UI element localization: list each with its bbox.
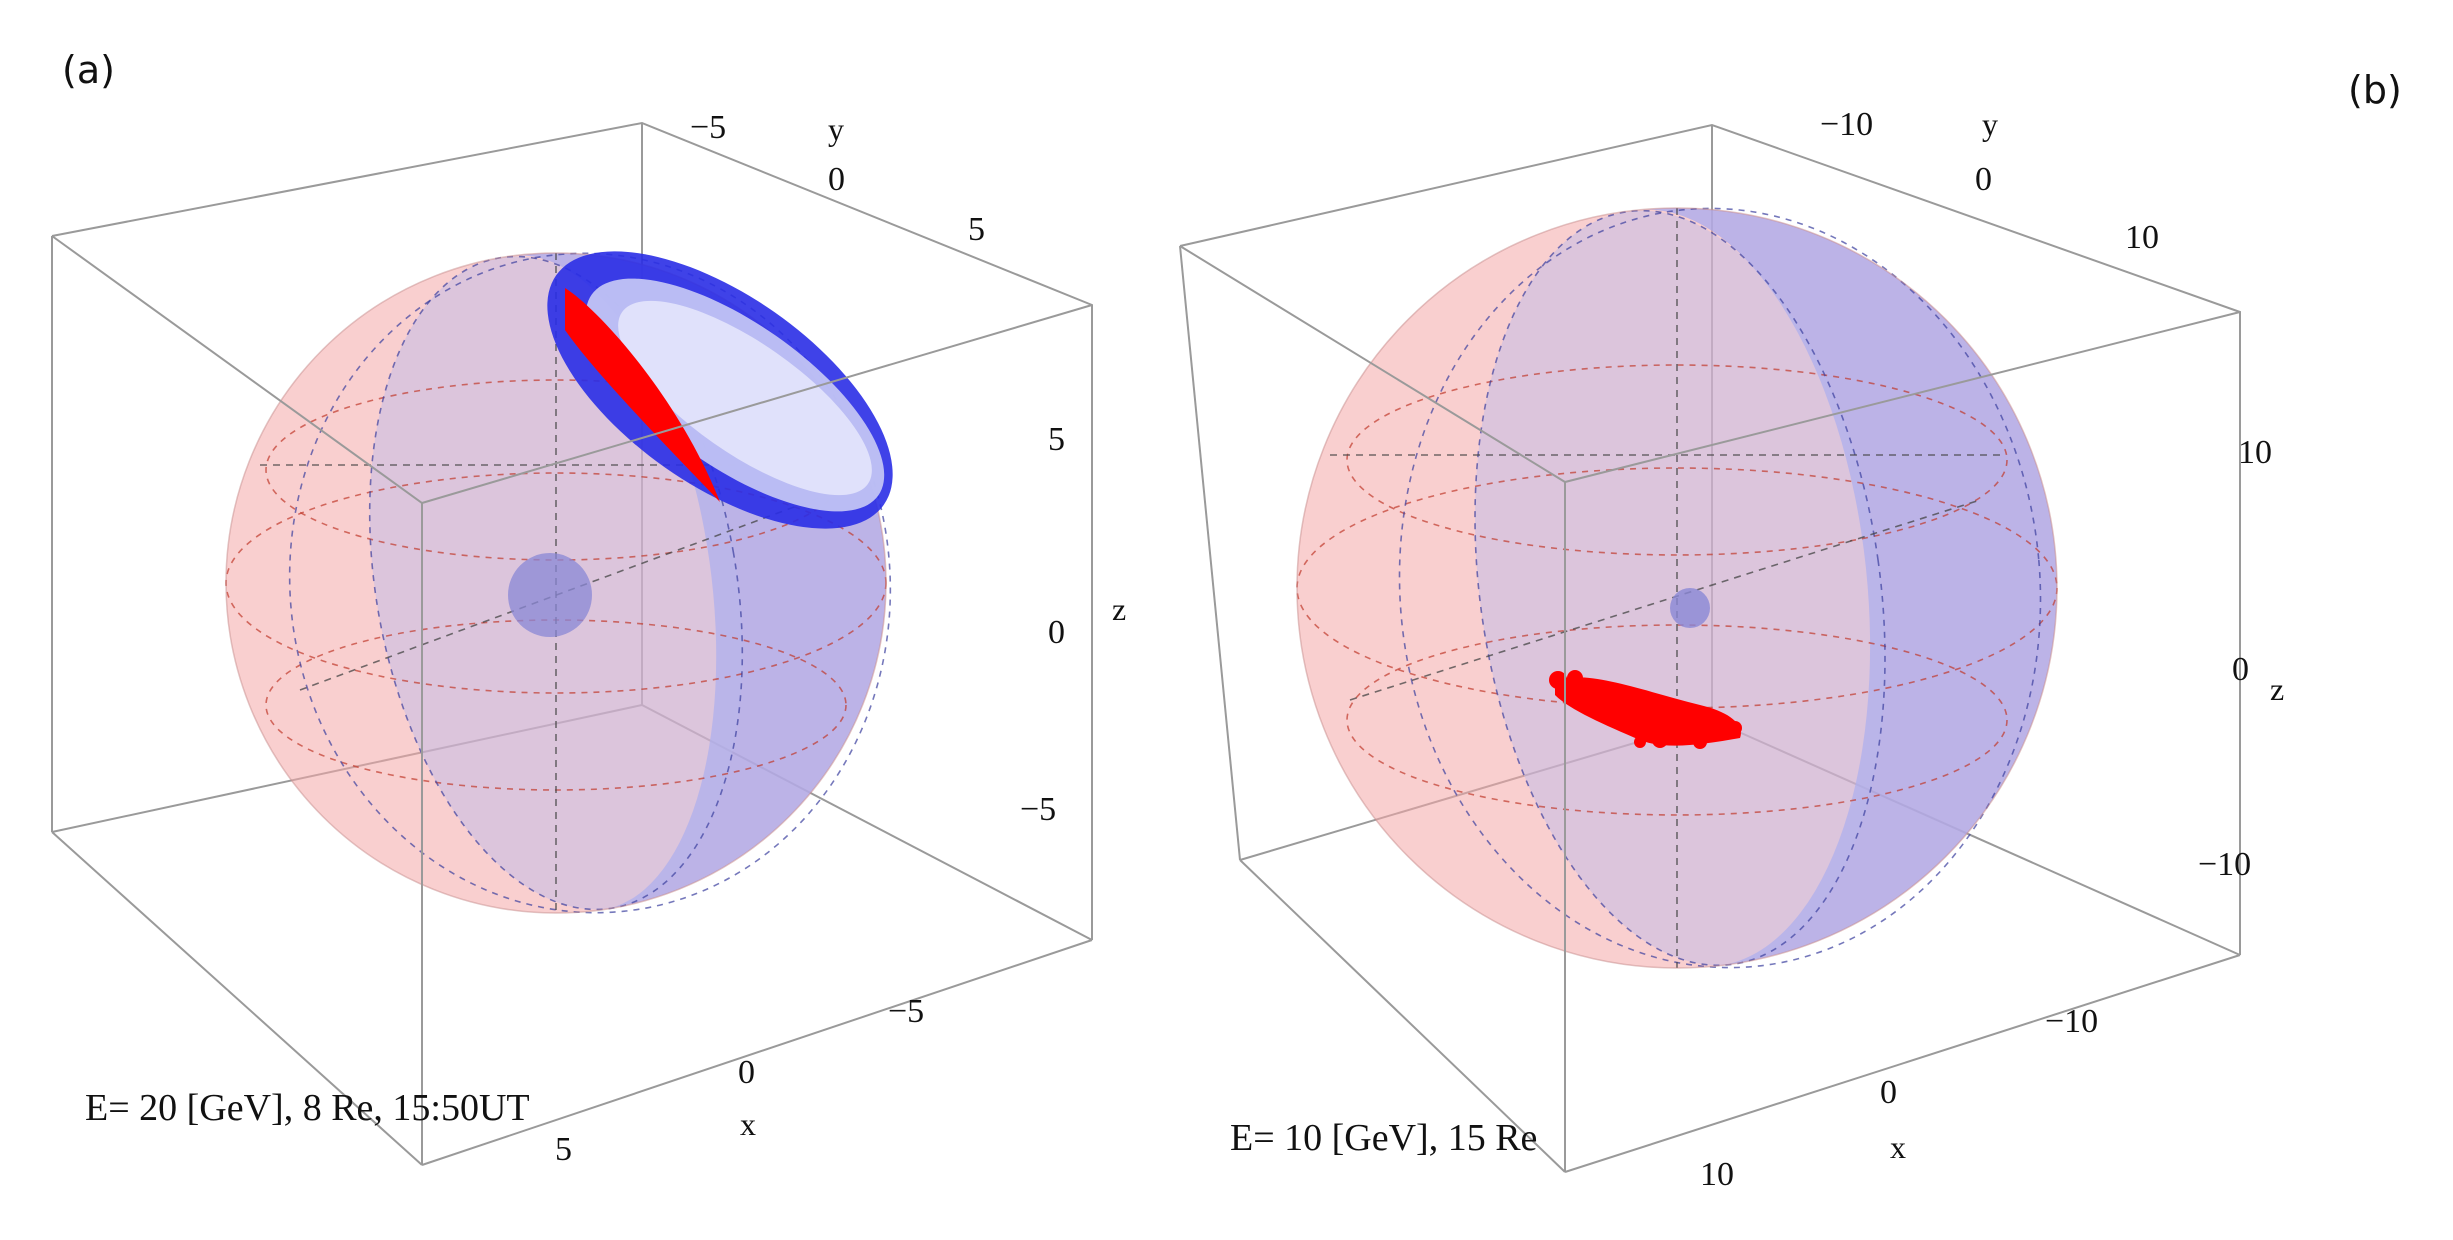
panel-b-z-ticks: 10 0 −10 z — [2198, 434, 2284, 883]
panel-b-z-tick: 0 — [2232, 651, 2249, 688]
panel-a: (a) — [51, 48, 1126, 1168]
panel-a-y-tick: 0 — [828, 161, 845, 198]
panel-b-x-tick: 0 — [1880, 1074, 1897, 1111]
panel-a-z-ticks: 5 0 −5 z — [1020, 421, 1126, 828]
panel-b-z-tick: −10 — [2198, 846, 2251, 883]
panel-a-y-label: y — [828, 111, 844, 147]
panel-a-x-label: x — [740, 1106, 756, 1142]
panel-b-z-tick: 10 — [2238, 434, 2272, 471]
panel-a-red-particles — [565, 288, 720, 502]
panel-a-y-tick: −5 — [690, 109, 726, 146]
panel-a-x-tick: −5 — [888, 993, 924, 1030]
panel-a-z-tick: −5 — [1020, 791, 1056, 828]
panel-b: (b) — [1179, 68, 2402, 1193]
panel-b-x-tick: −10 — [2045, 1003, 2098, 1040]
panel-b-x-label: x — [1890, 1129, 1906, 1165]
panel-a-y-tick: 5 — [968, 211, 985, 248]
panel-a-z-label: z — [1112, 591, 1126, 627]
panel-b-y-tick: 10 — [2125, 219, 2159, 256]
panel-b-label: (b) — [2348, 68, 2402, 112]
panel-a-box-front — [51, 235, 1093, 1166]
panel-b-earth — [1670, 588, 1710, 628]
panel-b-red-particles — [1549, 670, 1742, 749]
panel-a-earth — [508, 553, 592, 637]
panel-a-y-ticks: −5 0 5 y — [690, 109, 985, 248]
panel-b-y-tick: 0 — [1975, 161, 1992, 198]
panel-b-y-ticks: −10 0 10 y — [1820, 106, 2159, 256]
panel-b-sphere — [1296, 207, 2058, 969]
panel-b-y-label: y — [1982, 106, 1998, 142]
panel-b-x-ticks: −10 0 10 x — [1700, 1003, 2098, 1193]
panel-b-y-tick: −10 — [1820, 106, 1873, 143]
panel-a-blue-particles — [547, 251, 893, 529]
panel-b-caption: E= 10 [GeV], 15 Re — [1230, 1117, 1537, 1159]
panel-b-x-tick: 10 — [1700, 1156, 1734, 1193]
panel-b-box-front — [1179, 245, 2241, 1173]
panel-a-x-tick: 5 — [555, 1131, 572, 1168]
panel-a-x-ticks: −5 0 5 x — [555, 993, 924, 1168]
panel-a-x-tick: 0 — [738, 1054, 755, 1091]
panel-a-caption: E= 20 [GeV], 8 Re, 15:50UT — [85, 1087, 530, 1129]
panel-a-label: (a) — [62, 48, 115, 92]
panel-a-z-tick: 5 — [1048, 421, 1065, 458]
panel-a-z-tick: 0 — [1048, 614, 1065, 651]
panel-b-z-label: z — [2270, 671, 2284, 707]
